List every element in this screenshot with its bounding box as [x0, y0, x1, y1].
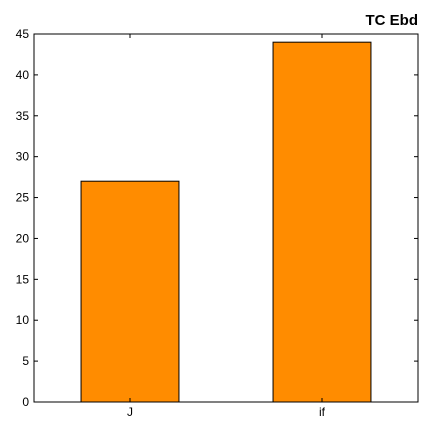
y-tick-label-5: 25 — [16, 191, 30, 205]
y-tick-label-8: 40 — [16, 68, 30, 82]
x-tick-label-0: J — [127, 405, 133, 419]
y-tick-label-9: 45 — [16, 27, 30, 41]
x-tick-label-1: if — [319, 405, 326, 419]
y-tick-label-0: 0 — [22, 395, 29, 409]
y-tick-label-2: 10 — [16, 313, 30, 327]
y-tick-label-3: 15 — [16, 272, 30, 286]
bar-1 — [272, 41, 372, 403]
y-tick-label-7: 35 — [16, 109, 30, 123]
y-tick-label-1: 5 — [22, 354, 29, 368]
y-axis: 0 5 10 15 20 25 30 35 40 45 — [16, 27, 418, 409]
bar-0 — [80, 180, 180, 403]
chart-title: TC Ebd — [366, 12, 419, 29]
bars-group — [80, 41, 372, 403]
y-tick-label-6: 30 — [16, 150, 30, 164]
y-tick-label-4: 20 — [16, 231, 30, 245]
plot-frame — [33, 33, 419, 403]
